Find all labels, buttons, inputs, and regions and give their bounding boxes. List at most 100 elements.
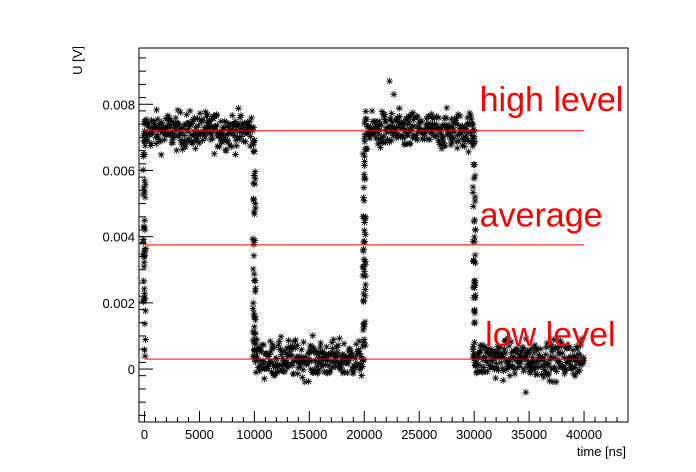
data-point [212, 128, 220, 136]
data-point [484, 345, 492, 353]
data-point [229, 126, 237, 133]
data-point [140, 258, 148, 266]
data-point [546, 377, 553, 385]
data-point [187, 121, 194, 128]
data-point [541, 357, 548, 365]
data-point [275, 337, 283, 345]
data-point [286, 350, 294, 358]
data-point [224, 137, 231, 144]
data-point [492, 348, 500, 356]
data-point [547, 343, 555, 350]
data-point [420, 135, 428, 143]
data-point [513, 344, 521, 352]
data-point [308, 357, 315, 365]
data-point [462, 131, 470, 139]
data-point [161, 136, 168, 144]
data-point [140, 263, 148, 271]
data-point [356, 366, 364, 374]
data-point [140, 137, 148, 145]
data-point [561, 370, 568, 378]
data-point [287, 360, 295, 367]
data-point [225, 124, 233, 132]
data-point [424, 125, 432, 133]
data-point [192, 136, 200, 144]
data-point [509, 353, 517, 361]
data-point [209, 135, 216, 142]
data-point [480, 364, 488, 371]
data-point [235, 104, 242, 112]
data-point [571, 372, 579, 380]
annotations: high level average low level [480, 81, 624, 354]
data-point [464, 114, 472, 122]
data-point [187, 131, 195, 139]
data-point [288, 345, 295, 353]
data-point [458, 142, 466, 150]
data-point [215, 132, 223, 140]
data-point [245, 128, 252, 136]
data-point [410, 122, 418, 130]
data-point [556, 358, 563, 365]
y-tick-label: 0.006 [102, 163, 135, 178]
data-point [169, 130, 177, 137]
data-point [265, 361, 273, 369]
data-point [569, 346, 577, 354]
data-point [345, 347, 353, 355]
data-point [331, 358, 338, 365]
data-point [315, 366, 323, 374]
data-point [405, 112, 413, 120]
data-point [178, 140, 186, 148]
data-point [273, 354, 280, 362]
data-point [538, 371, 546, 378]
data-point [379, 137, 386, 145]
data-point [291, 344, 299, 352]
data-point [520, 367, 528, 375]
data-point [326, 366, 334, 374]
data-point [268, 359, 276, 367]
data-point [426, 136, 434, 144]
data-point [452, 119, 460, 127]
data-point [185, 119, 193, 127]
data-point [230, 121, 238, 128]
data-point [500, 353, 508, 361]
data-point [312, 356, 320, 364]
annotation-low-level: low level [485, 316, 615, 354]
data-point [140, 277, 148, 285]
data-point [141, 216, 149, 224]
data-point [555, 348, 563, 356]
data-point [141, 294, 149, 302]
data-point [235, 121, 243, 129]
data-point [319, 361, 327, 369]
data-point [157, 151, 165, 159]
data-point [142, 336, 150, 343]
data-point [475, 354, 482, 362]
data-point [166, 131, 174, 139]
data-point [361, 341, 369, 349]
x-tick-label: 10000 [236, 427, 272, 442]
data-point [558, 340, 566, 348]
data-point [481, 342, 489, 350]
data-point [249, 304, 257, 312]
data-point [424, 135, 432, 143]
data-point [539, 354, 547, 361]
data-point [390, 90, 398, 98]
data-point [277, 333, 285, 341]
data-point [297, 363, 305, 371]
data-point [167, 118, 175, 126]
data-point [194, 115, 201, 123]
data-point [168, 139, 176, 147]
data-point [252, 339, 259, 347]
data-point [201, 128, 209, 135]
data-point [519, 344, 527, 351]
data-point [407, 113, 414, 121]
data-point [206, 117, 214, 125]
data-point [330, 349, 338, 357]
data-point [471, 307, 478, 315]
data-point [220, 124, 228, 131]
data-point [165, 129, 173, 137]
data-point [559, 349, 566, 357]
data-point [260, 375, 268, 383]
data-point [263, 364, 271, 372]
data-point [141, 193, 149, 201]
data-point [250, 252, 258, 260]
data-point [456, 112, 464, 120]
